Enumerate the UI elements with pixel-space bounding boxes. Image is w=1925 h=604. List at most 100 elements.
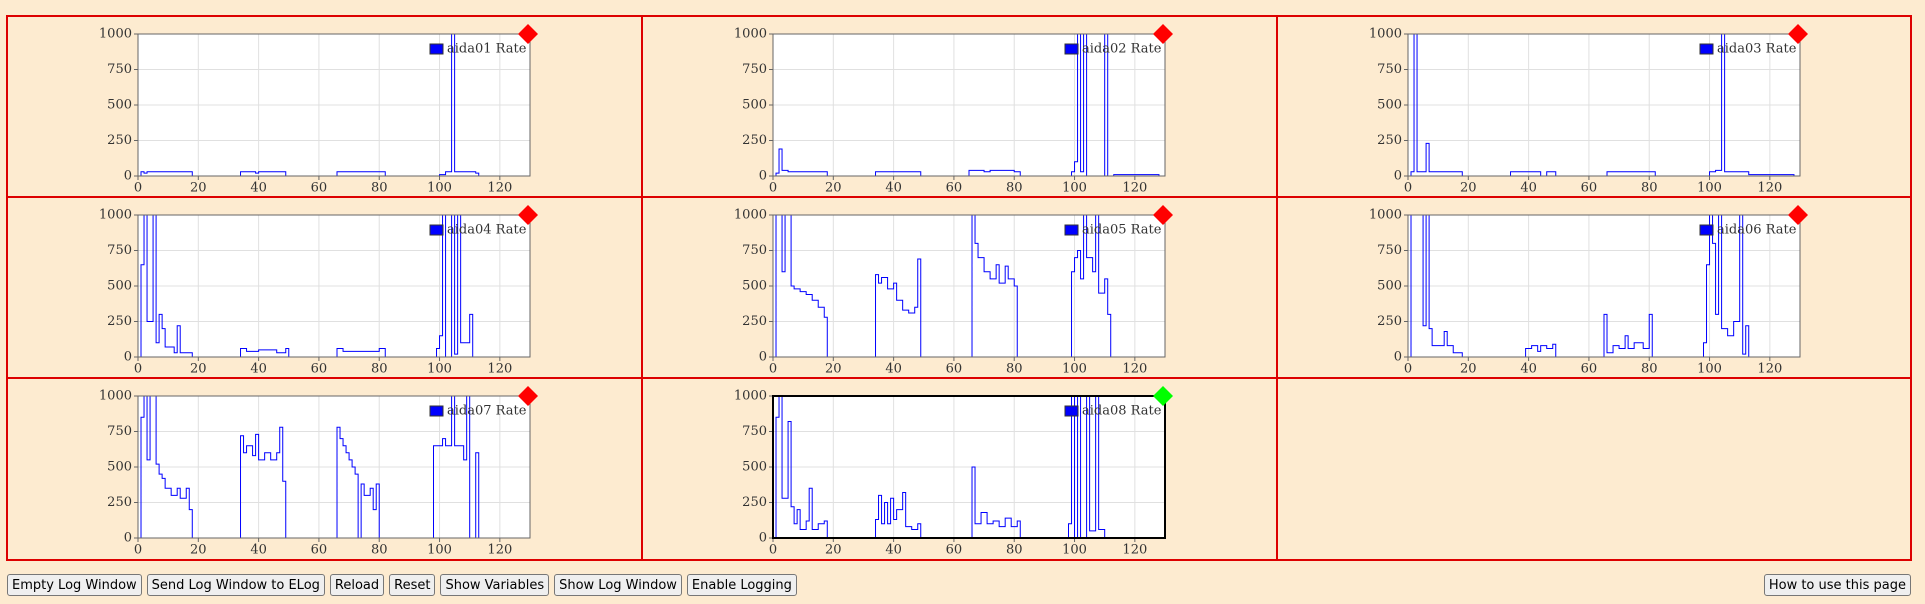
x-tick-label: 40 [250, 362, 267, 377]
y-tick-label: 750 [1377, 62, 1402, 77]
plot-frame [772, 214, 1166, 358]
legend-swatch [1699, 224, 1714, 236]
y-tick-label: 500 [107, 460, 132, 475]
toolbar-button[interactable]: Show Variables [440, 574, 550, 596]
y-tick-label: 500 [107, 279, 132, 294]
legend-label: aida01 Rate [447, 42, 527, 57]
data-line [1408, 214, 1794, 358]
y-tick-label: 500 [1377, 279, 1402, 294]
toolbar-button[interactable]: Enable Logging [686, 574, 797, 596]
y-tick-label: 250 [1377, 133, 1402, 148]
button-bar: Empty Log Window Send Log Window to ELog R… [7, 574, 797, 596]
chart: 0 250 500 750 1000 0 20 40 60 80 100 120 aida07 Rate [99, 386, 538, 558]
x-tick-label: 60 [1581, 181, 1598, 196]
x-tick-label: 0 [769, 181, 777, 196]
y-tick-label: 0 [1394, 350, 1402, 365]
y-tick-label: 250 [107, 133, 132, 148]
x-tick-label: 120 [1122, 543, 1147, 558]
x-tick-label: 80 [371, 543, 388, 558]
status-indicator [1153, 24, 1173, 44]
toolbar-button[interactable]: Reset [389, 574, 436, 596]
x-tick-label: 100 [1062, 543, 1087, 558]
plot-frame [137, 214, 531, 358]
y-tick-label: 0 [1394, 169, 1402, 184]
x-tick-label: 40 [250, 181, 267, 196]
y-tick-label: 0 [124, 169, 132, 184]
y-tick-label: 500 [1377, 98, 1402, 113]
x-tick-label: 20 [825, 543, 842, 558]
x-tick-label: 40 [885, 362, 902, 377]
y-tick-label: 1000 [99, 389, 132, 404]
chart: 0 250 500 750 1000 0 20 40 60 80 100 120 aida08 Rate [734, 386, 1173, 558]
toolbar-button[interactable]: Send Log Window to ELog [146, 574, 325, 596]
y-tick-label: 500 [742, 460, 767, 475]
y-tick-label: 750 [107, 424, 132, 439]
chart: 0 250 500 750 1000 0 20 40 60 80 100 120 aida03 Rate [1369, 24, 1808, 196]
x-tick-label: 100 [1697, 362, 1722, 377]
y-tick-label: 0 [124, 531, 132, 546]
legend-label: aida03 Rate [1717, 42, 1797, 57]
x-tick-label: 80 [371, 181, 388, 196]
x-tick-label: 120 [1757, 181, 1782, 196]
plot-frame [137, 395, 531, 539]
legend-swatch [1699, 43, 1714, 55]
status-indicator [518, 24, 538, 44]
x-tick-label: 40 [885, 181, 902, 196]
plot-frame [772, 395, 1166, 539]
x-tick-label: 20 [825, 181, 842, 196]
y-tick-label: 250 [107, 495, 132, 510]
status-indicator [1788, 24, 1808, 44]
y-tick-label: 750 [742, 62, 767, 77]
x-tick-label: 0 [1404, 362, 1412, 377]
grid-border [6, 15, 1912, 561]
chart: 0 250 500 750 1000 0 20 40 60 80 100 120 aida01 Rate [99, 24, 538, 196]
legend-label: aida08 Rate [1082, 404, 1162, 419]
x-tick-label: 20 [1460, 181, 1477, 196]
x-tick-label: 20 [825, 362, 842, 377]
y-tick-label: 1000 [1369, 27, 1402, 42]
toolbar-button[interactable]: Show Log Window [554, 574, 682, 596]
help-button[interactable]: How to use this page [1763, 574, 1911, 596]
y-tick-label: 500 [107, 98, 132, 113]
x-tick-label: 0 [769, 362, 777, 377]
y-tick-label: 500 [742, 279, 767, 294]
status-indicator [1153, 205, 1173, 225]
x-tick-label: 40 [885, 543, 902, 558]
x-tick-label: 80 [371, 362, 388, 377]
status-indicator [518, 205, 538, 225]
status-indicator [1153, 386, 1173, 406]
x-tick-label: 0 [134, 181, 142, 196]
x-tick-label: 120 [487, 181, 512, 196]
y-tick-label: 250 [107, 314, 132, 329]
chart: 0 250 500 750 1000 0 20 40 60 80 100 120 aida05 Rate [734, 205, 1173, 377]
x-tick-label: 40 [1520, 181, 1537, 196]
legend-swatch [1064, 224, 1079, 236]
x-tick-label: 60 [946, 362, 963, 377]
y-tick-label: 750 [1377, 243, 1402, 258]
legend-swatch [429, 224, 444, 236]
toolbar-button[interactable]: Empty Log Window [7, 574, 142, 596]
chart: 0 250 500 750 1000 0 20 40 60 80 100 120 aida04 Rate [99, 205, 538, 377]
x-tick-label: 120 [487, 362, 512, 377]
x-tick-label: 120 [1122, 181, 1147, 196]
y-tick-label: 1000 [734, 27, 767, 42]
legend-swatch [429, 405, 444, 417]
legend-label: aida07 Rate [447, 404, 527, 419]
x-tick-label: 60 [311, 362, 328, 377]
x-tick-label: 120 [1757, 362, 1782, 377]
toolbar-button[interactable]: Reload [329, 574, 385, 596]
x-tick-label: 0 [134, 543, 142, 558]
x-tick-label: 20 [1460, 362, 1477, 377]
y-tick-label: 750 [742, 424, 767, 439]
y-tick-label: 1000 [1369, 208, 1402, 223]
status-indicator [518, 386, 538, 406]
y-tick-label: 250 [742, 495, 767, 510]
y-tick-label: 1000 [734, 208, 767, 223]
y-tick-label: 500 [742, 98, 767, 113]
x-tick-label: 60 [311, 181, 328, 196]
chart: 0 250 500 750 1000 0 20 40 60 80 100 120 aida02 Rate [734, 24, 1173, 196]
x-tick-label: 0 [1404, 181, 1412, 196]
legend-swatch [1064, 43, 1079, 55]
